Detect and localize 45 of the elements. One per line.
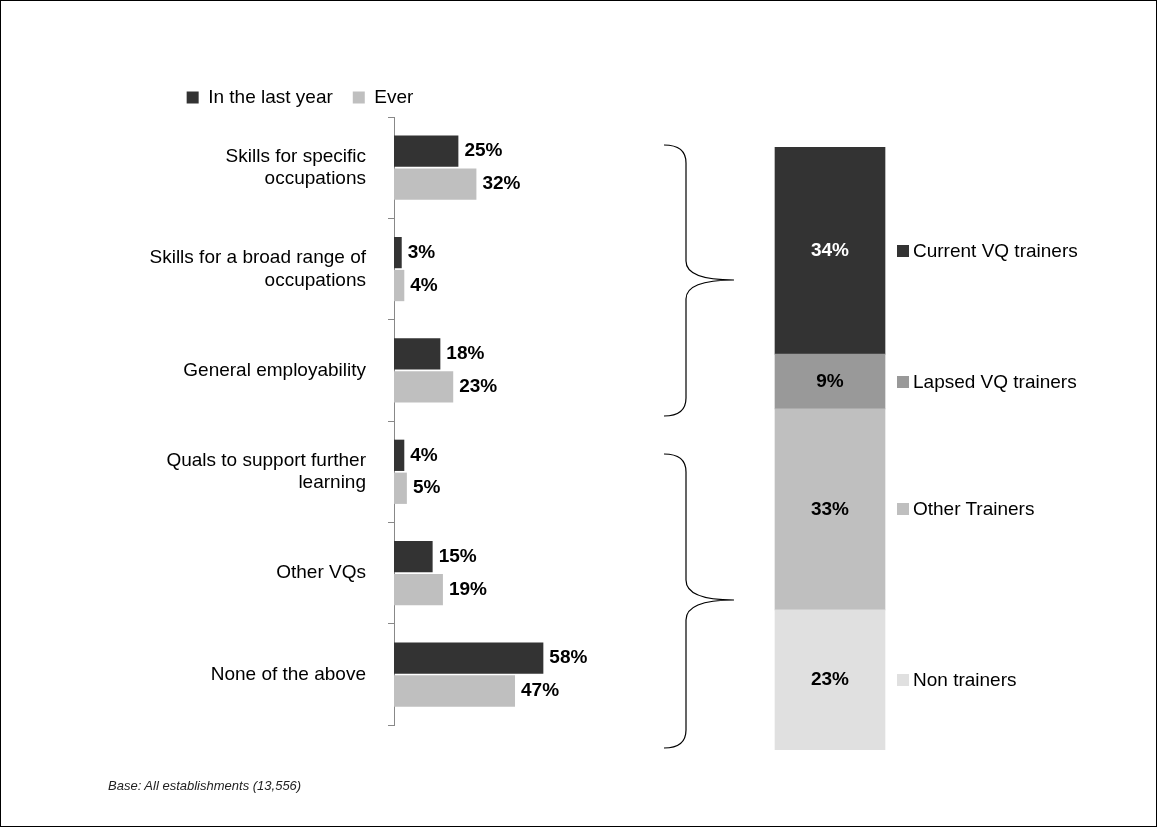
y-tick-label: Other VQs	[276, 561, 366, 583]
data-label: 4%	[410, 273, 438, 295]
y-tick-label: Quals to support further learning	[166, 448, 367, 493]
text: Base: All establishments (13,556)	[108, 778, 302, 793]
data-label: 47%	[521, 679, 560, 701]
bar	[394, 472, 407, 504]
data-label: 5%	[412, 476, 441, 498]
bar	[774, 353, 886, 410]
data-label: 33%	[810, 497, 850, 519]
data-label: 23%	[810, 668, 850, 690]
bar	[774, 147, 886, 355]
bar	[394, 269, 405, 302]
data-label: 9%	[816, 369, 844, 391]
data-label: 25%	[464, 139, 503, 161]
bar	[394, 675, 516, 707]
bar	[394, 573, 443, 606]
data-label: 3%	[407, 240, 436, 262]
legend-label: In the last year	[208, 85, 334, 107]
data-label: 4%	[410, 443, 438, 465]
data-label: 23%	[459, 375, 498, 397]
data-label: 19%	[448, 577, 488, 599]
bar	[774, 609, 886, 750]
bar	[394, 135, 459, 167]
legend-label: Other Trainers	[913, 498, 1035, 521]
data-label: 32%	[482, 172, 521, 194]
data-label: 58%	[549, 646, 588, 668]
bar	[394, 642, 544, 674]
data-label: 18%	[446, 342, 485, 364]
y-tick-label: Skills for a broad range of occupations	[149, 245, 367, 290]
bar	[774, 408, 886, 611]
y-tick-label: None of the above	[210, 662, 366, 684]
bar	[394, 338, 441, 370]
bar	[394, 439, 405, 471]
legend-label: Current VQ trainers	[913, 239, 1078, 262]
y-tick-label: Skills for specific occupations	[225, 144, 366, 189]
legend-label: Ever	[374, 85, 415, 107]
legend-label: Lapsed VQ trainers	[913, 370, 1077, 393]
bar	[394, 168, 477, 200]
bar	[394, 371, 454, 403]
legend-label: Non trainers	[913, 668, 1017, 691]
data-label: 15%	[438, 544, 477, 566]
data-label: 34%	[810, 238, 850, 260]
y-tick-label: General employability	[183, 358, 367, 380]
bar	[394, 236, 402, 269]
bar	[394, 541, 433, 573]
